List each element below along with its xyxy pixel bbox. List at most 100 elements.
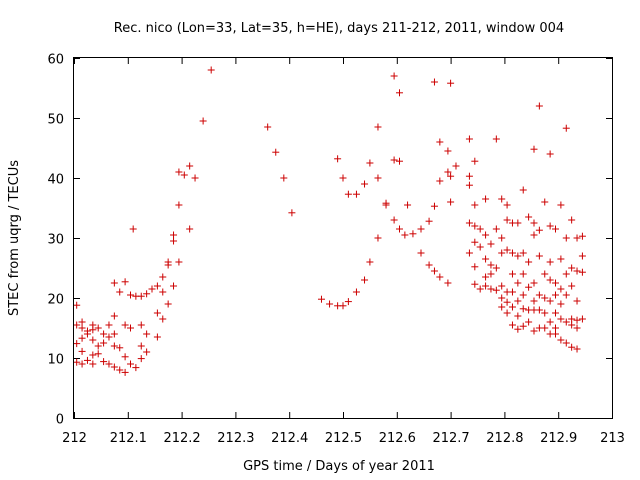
- data-point: [535, 306, 543, 314]
- data-point: [137, 355, 145, 363]
- data-point: [471, 222, 479, 230]
- data-point: [180, 171, 188, 179]
- x-tick-label: 212.7: [432, 431, 469, 446]
- data-point: [525, 213, 533, 221]
- data-point: [578, 268, 586, 276]
- data-point: [514, 297, 522, 305]
- data-point: [430, 78, 438, 86]
- data-point: [207, 66, 215, 74]
- x-tick-label: 212: [62, 431, 87, 446]
- data-point: [508, 303, 516, 311]
- data-point: [541, 198, 549, 206]
- x-tick-label: 212.8: [486, 431, 523, 446]
- data-point: [164, 261, 172, 269]
- plot-frame: [73, 57, 613, 419]
- data-point: [436, 177, 444, 185]
- y-axis-label: STEC from uqrg / TECUs: [7, 160, 22, 316]
- data-point: [573, 234, 581, 242]
- data-point: [137, 342, 145, 350]
- data-point: [361, 180, 369, 188]
- data-point: [552, 279, 560, 287]
- data-point: [530, 327, 538, 335]
- y-tick-label: 50: [47, 113, 64, 128]
- data-point: [562, 339, 570, 347]
- data-point: [535, 291, 543, 299]
- data-point: [170, 237, 178, 245]
- data-point: [159, 288, 167, 296]
- data-point: [546, 150, 554, 158]
- data-point: [482, 282, 490, 290]
- data-point: [530, 145, 538, 153]
- data-point: [514, 279, 522, 287]
- x-tick-label: 212.3: [217, 431, 254, 446]
- data-point: [535, 226, 543, 234]
- y-tick-label: 30: [47, 233, 64, 248]
- data-point: [465, 172, 473, 180]
- data-point: [110, 342, 118, 350]
- data-point: [476, 225, 484, 233]
- data-point: [159, 315, 167, 323]
- data-point: [352, 288, 360, 296]
- data-point: [153, 333, 161, 341]
- data-point: [492, 135, 500, 143]
- data-point: [199, 117, 207, 125]
- data-point: [121, 321, 129, 329]
- data-point: [568, 264, 576, 272]
- y-tick-label: 60: [47, 53, 64, 68]
- data-point: [352, 190, 360, 198]
- data-point: [552, 330, 560, 338]
- data-point: [498, 294, 506, 302]
- data-point: [471, 238, 479, 246]
- data-point: [552, 225, 560, 233]
- data-point: [498, 195, 506, 203]
- data-point: [186, 225, 194, 233]
- data-point: [519, 322, 527, 330]
- data-point: [153, 282, 161, 290]
- data-point: [417, 249, 425, 257]
- data-point: [546, 276, 554, 284]
- data-point: [153, 309, 161, 317]
- data-point: [436, 273, 444, 281]
- data-point: [89, 351, 97, 359]
- data-point: [444, 279, 452, 287]
- data-point: [105, 333, 113, 341]
- data-point: [100, 358, 108, 366]
- data-point: [390, 72, 398, 80]
- data-point: [83, 356, 91, 364]
- data-point: [557, 315, 565, 323]
- data-point: [395, 89, 403, 97]
- data-point: [159, 273, 167, 281]
- data-point: [110, 363, 118, 371]
- data-point: [148, 285, 156, 293]
- data-point: [409, 230, 417, 238]
- data-point: [541, 270, 549, 278]
- data-point: [390, 216, 398, 224]
- data-point: [471, 157, 479, 165]
- data-point: [191, 174, 199, 182]
- data-point: [264, 123, 272, 131]
- data-point: [100, 330, 108, 338]
- data-point: [562, 270, 570, 278]
- data-point: [143, 348, 151, 356]
- data-point: [552, 309, 560, 317]
- data-point: [557, 300, 565, 308]
- data-point: [487, 285, 495, 293]
- data-point: [530, 219, 538, 227]
- data-point: [541, 294, 549, 302]
- data-point: [562, 318, 570, 326]
- y-tick-label: 10: [47, 353, 64, 368]
- y-tick-label: 20: [47, 293, 64, 308]
- data-point: [126, 291, 134, 299]
- data-point: [374, 123, 382, 131]
- data-point: [126, 324, 134, 332]
- data-point: [170, 231, 178, 239]
- data-point: [447, 79, 455, 87]
- data-point: [525, 258, 533, 266]
- data-point: [568, 315, 576, 323]
- data-point: [465, 249, 473, 257]
- data-point: [535, 252, 543, 260]
- data-point: [568, 216, 576, 224]
- x-tick-label: 212.9: [540, 431, 577, 446]
- data-point: [573, 267, 581, 275]
